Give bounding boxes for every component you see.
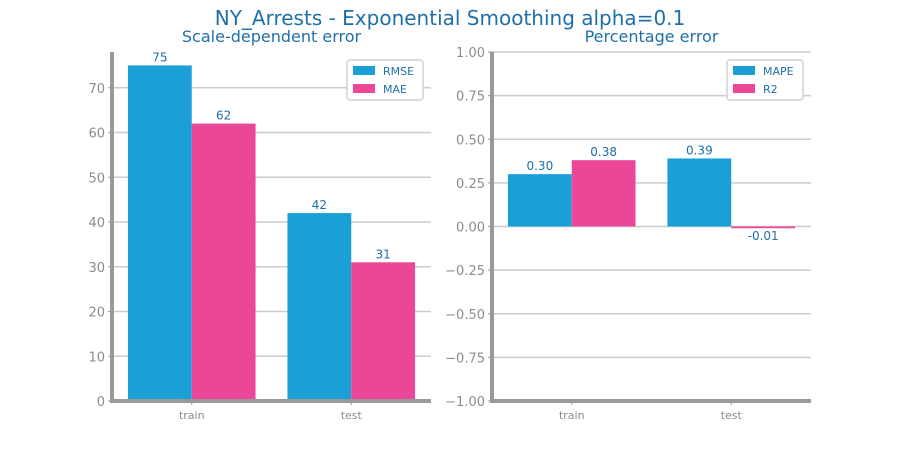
legend-swatch	[733, 66, 755, 75]
x-tick-label: train	[179, 409, 205, 422]
y-tick-label: 30	[88, 261, 105, 276]
subplot-title: Percentage error	[585, 27, 719, 46]
y-tick-label: 0.00	[456, 221, 485, 236]
chart-percentage-error: Percentage error −1.00 −0.75 −0.50 −0.25 0.00…	[445, 27, 811, 422]
y-tick-label: −0.50	[445, 308, 485, 323]
y-tick-label: −0.75	[445, 351, 485, 366]
data-label: 62	[216, 109, 231, 123]
data-label: -0.01	[748, 229, 779, 243]
x-tick-label: test	[341, 409, 363, 422]
y-tick-label: −0.25	[445, 264, 485, 279]
data-label: 0.38	[590, 145, 617, 159]
figure-title: NY_Arrests - Exponential Smoothing alpha…	[215, 6, 686, 30]
x-tick-label: test	[721, 409, 743, 422]
y-tick-label: 0	[97, 395, 105, 410]
y-tick-label: 70	[88, 82, 105, 97]
bar-mape-test	[667, 158, 732, 227]
bar-r2-train	[571, 160, 636, 227]
legend-label: MAE	[383, 83, 407, 96]
y-tick-label: 1.00	[456, 46, 485, 61]
data-label: 31	[376, 247, 391, 261]
y-tick-label: −1.00	[445, 395, 485, 410]
y-tick-label: 10	[88, 350, 105, 365]
y-tick-label: 0.50	[456, 133, 485, 148]
bar-mae-test	[351, 262, 416, 401]
y-tick-label: 50	[88, 171, 105, 186]
x-tick-label: train	[559, 409, 585, 422]
bar-rmse-test	[287, 213, 352, 401]
legend-swatch	[733, 84, 755, 93]
data-label: 75	[152, 50, 167, 64]
chart-scale-dependent-error: Scale-dependent error 0 10 20 30 40 50 60 70 75 62…	[88, 27, 431, 422]
data-label: 0.39	[686, 143, 713, 157]
y-tick-label: 0.25	[456, 177, 485, 192]
legend-label: MAPE	[763, 65, 794, 78]
data-label: 0.30	[526, 159, 553, 173]
legend-swatch	[353, 66, 375, 75]
data-label: 42	[312, 198, 327, 212]
legend-label: R2	[763, 83, 778, 96]
y-tick-label: 0.75	[456, 90, 485, 105]
y-tick-label: 60	[88, 127, 105, 142]
bar-r2-test	[731, 226, 796, 229]
bar-mae-train	[191, 123, 256, 401]
subplot-title: Scale-dependent error	[182, 27, 362, 46]
y-tick-label: 20	[88, 306, 105, 321]
bar-rmse-train	[127, 65, 192, 401]
bar-mape-train	[507, 174, 572, 227]
legend-label: RMSE	[383, 65, 414, 78]
legend-swatch	[353, 84, 375, 93]
y-tick-label: 40	[88, 216, 105, 231]
